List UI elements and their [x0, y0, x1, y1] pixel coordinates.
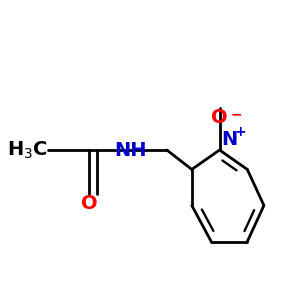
Text: H$_3$C: H$_3$C	[7, 139, 47, 161]
Text: N: N	[221, 130, 237, 148]
Text: −: −	[230, 107, 242, 121]
Text: O: O	[211, 108, 228, 128]
Text: O: O	[81, 194, 98, 213]
Text: +: +	[235, 125, 246, 139]
Text: NH: NH	[115, 140, 147, 160]
